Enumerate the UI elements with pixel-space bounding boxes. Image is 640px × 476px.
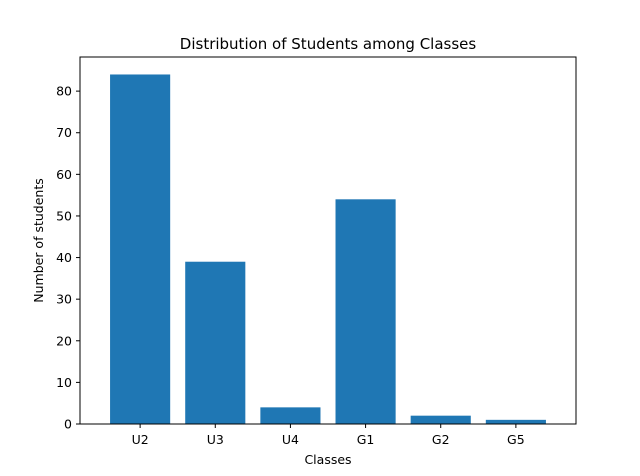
y-tick-label: 70 (56, 125, 72, 140)
bar-g5 (485, 419, 546, 424)
y-axis: 0 10 20 30 40 50 60 70 80 (56, 84, 80, 432)
y-tick-label: 10 (56, 375, 72, 390)
bar-u3 (185, 261, 246, 424)
bar-u2 (110, 74, 171, 424)
x-tick-label: G5 (507, 432, 525, 447)
bar-u4 (260, 407, 321, 424)
y-tick-label: 80 (56, 84, 72, 99)
chart-title: Distribution of Students among Classes (180, 35, 477, 53)
y-tick-label: 20 (56, 333, 72, 348)
x-axis: U2 U3 U4 G1 G2 G5 (132, 424, 525, 447)
x-tick-label: U3 (207, 432, 224, 447)
y-tick-label: 0 (64, 417, 72, 432)
y-axis-label: Number of students (31, 178, 46, 303)
plot-area-frame (79, 56, 577, 425)
y-tick-label: 40 (56, 250, 72, 265)
bar-g1 (335, 199, 396, 424)
x-tick-label: U2 (132, 432, 149, 447)
x-tick-label: U4 (282, 432, 299, 447)
y-tick-label: 50 (56, 208, 72, 223)
bar-g2 (410, 415, 471, 424)
x-axis-label: Classes (304, 452, 351, 467)
bars-group (110, 74, 546, 424)
x-tick-label: G2 (432, 432, 450, 447)
y-tick-label: 60 (56, 167, 72, 182)
x-tick-label: G1 (357, 432, 375, 447)
y-tick-label: 30 (56, 292, 72, 307)
